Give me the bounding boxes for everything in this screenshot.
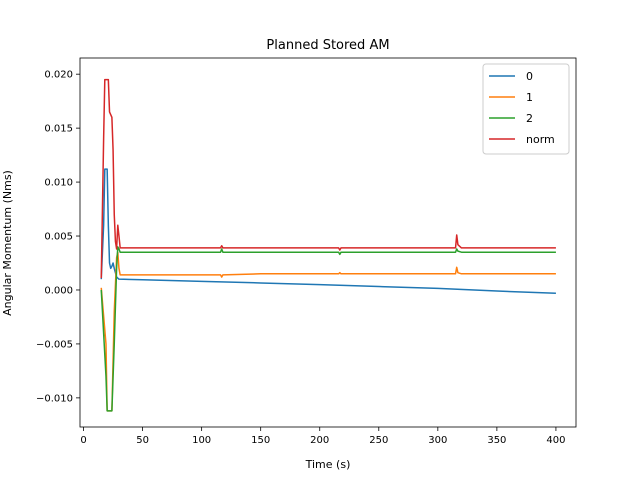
legend-label-0: 0 <box>526 70 533 83</box>
axes-frame <box>79 57 577 428</box>
y-axis-label: Angular Momentum (Nms) <box>1 170 14 316</box>
x-tick-label: 100 <box>192 435 211 446</box>
chart-title: Planned Stored AM <box>266 38 389 53</box>
x-tick-label: 300 <box>428 435 447 446</box>
legend-label-2: 2 <box>526 112 533 125</box>
series-line-2 <box>100 246 556 412</box>
y-tick-label: −0.005 <box>36 339 73 350</box>
y-tick-label: 0.010 <box>44 178 73 189</box>
legend: 0 1 2 norm <box>482 63 570 155</box>
legend-label-1: 1 <box>526 91 533 104</box>
x-axis-label: Time (s) <box>305 458 351 471</box>
y-tick-label: 0.000 <box>44 285 73 296</box>
legend-box <box>482 63 570 155</box>
y-tick-label: 0.020 <box>44 70 73 81</box>
series-line-norm <box>100 78 556 279</box>
legend-label-norm: norm <box>526 133 555 146</box>
x-tick-label: 350 <box>487 435 506 446</box>
y-tick-label: −0.010 <box>36 393 73 404</box>
x-tick-label: 0 <box>80 435 86 446</box>
x-tick-label: 150 <box>251 435 270 446</box>
x-tick-label: 400 <box>546 435 565 446</box>
y-tick-label: 0.015 <box>44 124 73 135</box>
y-tick-label: 0.005 <box>44 232 73 243</box>
x-tick-label: 200 <box>310 435 329 446</box>
series-line-1 <box>100 251 556 412</box>
x-tick-label: 250 <box>369 435 388 446</box>
x-tick-label: 50 <box>136 435 149 446</box>
plot-area: 0 50 100 150 200 250 300 350 400 −0.010 −0.005 0.00… <box>36 57 577 446</box>
